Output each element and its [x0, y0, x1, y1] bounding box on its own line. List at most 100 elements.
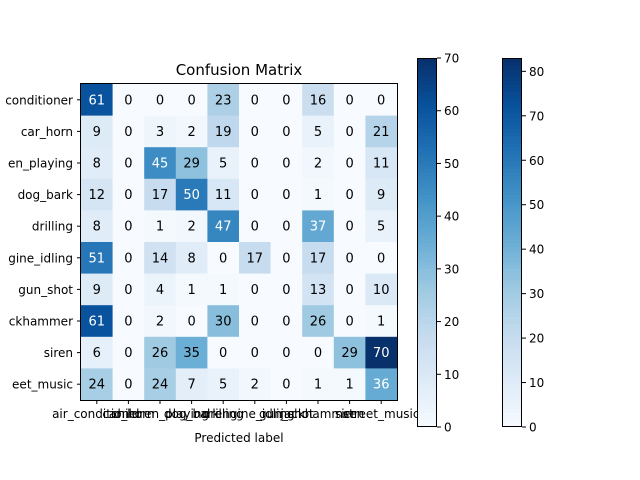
colorbar-gradient-segment — [417, 198, 437, 203]
cell-value-label: 1 — [156, 220, 164, 235]
colorbar-gradient-segment — [502, 242, 522, 247]
colorbar-gradient-segment — [417, 212, 437, 218]
cell-value-label: 0 — [124, 93, 132, 108]
cell-value-label: 13 — [310, 283, 327, 298]
colorbar-gradient-segment — [502, 176, 522, 181]
cell-value-label: 30 — [215, 315, 232, 330]
colorbar-gradient-segment — [502, 397, 522, 402]
cell-value-label: 0 — [282, 251, 290, 266]
cell-value-label: 0 — [345, 188, 353, 203]
colorbar-gradient-segment — [417, 275, 437, 280]
cell-value-label: 0 — [345, 283, 353, 298]
colorbar-gradient-segment — [417, 327, 437, 332]
cell-value-label: 0 — [282, 93, 290, 108]
cell-value-label: 0 — [345, 125, 353, 140]
cell-value-label: 21 — [373, 125, 390, 140]
heatmap-cell — [207, 84, 240, 117]
colorbar-gradient-segment — [417, 249, 437, 255]
cell-value-label: 47 — [215, 220, 232, 235]
colorbar-gradient-segment — [417, 316, 437, 321]
heatmap-cell — [270, 147, 303, 180]
x-tick-label: dog_bark — [164, 407, 219, 421]
y-tick-label: gine_idling — [8, 251, 73, 265]
colorbar-gradient-segment — [502, 187, 522, 192]
cell-value-label: 0 — [124, 220, 132, 235]
heatmap-cell — [175, 115, 208, 148]
cell-value-label: 0 — [377, 93, 385, 108]
cell-value-label: 36 — [373, 378, 390, 393]
colorbar-gradient-segment — [502, 220, 522, 225]
cell-value-label: 0 — [156, 93, 164, 108]
colorbar-gradient-segment — [502, 142, 522, 148]
colorbar-gradient-segment — [502, 286, 522, 292]
cell-value-label: 1 — [345, 378, 353, 393]
y-axis-ticks: conditioner car_horn en_playing dog_barkdri… — [5, 93, 81, 392]
colorbar-gradient-segment — [502, 364, 522, 369]
cell-value-label: 0 — [124, 157, 132, 172]
colorbar-gradient-segment — [502, 345, 522, 351]
cell-value-label: 2 — [314, 157, 322, 172]
colorbar-gradient-segment — [502, 165, 522, 170]
colorbar-tick-label: 60 — [444, 104, 459, 118]
colorbar-tick-label: 40 — [529, 243, 544, 257]
cell-value-label: 2 — [187, 220, 195, 235]
colorbar-gradient-segment — [417, 401, 437, 406]
cell-value-label: 24 — [152, 378, 169, 393]
cell-value-label: 0 — [187, 315, 195, 330]
cell-value-label: 29 — [183, 157, 200, 172]
y-tick-label: car_horn — [21, 125, 73, 139]
colorbar-gradient-segment — [502, 246, 522, 251]
cell-value-label: 1 — [314, 188, 322, 203]
heatmap-cell — [365, 368, 398, 401]
heatmap-cell — [239, 84, 272, 117]
colorbar-gradient-segment — [502, 253, 522, 258]
colorbar-gradient-segment — [502, 113, 522, 118]
colorbar-gradient-segment — [502, 319, 522, 325]
heatmap-cell — [302, 210, 335, 243]
colorbar-gradient-segment — [417, 297, 437, 303]
colorbar-gradient-segment — [417, 91, 437, 96]
colorbar-gradient-segment — [502, 205, 522, 210]
colorbar-gradient-segment — [502, 331, 522, 336]
colorbar-gradient-segment — [502, 419, 522, 424]
cell-value-label: 1 — [219, 283, 227, 298]
heatmap-cell — [175, 368, 208, 401]
colorbar-gradient-segment — [502, 238, 522, 244]
colorbars: 0 10 20 30 40 50 60 70 0 10 20 30 40 50 60 70 80 — [417, 52, 544, 435]
colorbar-tick-label: 10 — [444, 368, 459, 382]
heatmap-cell — [239, 368, 272, 401]
heatmap-cell — [239, 178, 272, 211]
cell-value-label: 11 — [373, 157, 390, 172]
heatmap-cell — [175, 147, 208, 180]
colorbar-gradient-segment — [502, 401, 522, 406]
colorbar-gradient-segment — [502, 212, 522, 218]
heatmap-cell — [144, 242, 177, 275]
heatmap-cell — [333, 273, 366, 306]
heatmap-cell — [112, 242, 145, 275]
cell-value-label: 0 — [282, 315, 290, 330]
heatmap-cell — [365, 273, 398, 306]
colorbar-gradient-segment — [417, 139, 437, 144]
colorbar-gradient-segment — [502, 146, 522, 151]
colorbar-gradient-segment — [502, 272, 522, 277]
x-axis-ticks: air_conditionercar_hornchildren_playingd… — [52, 400, 419, 421]
cell-value-label: 8 — [187, 251, 195, 266]
y-tick-label: dog_bark — [18, 188, 73, 202]
colorbar-gradient-segment — [502, 327, 522, 332]
heatmap-cell — [239, 115, 272, 148]
y-tick-label: siren — [44, 346, 73, 360]
colorbar-gradient-segment — [417, 419, 437, 424]
cell-value-label: 0 — [345, 220, 353, 235]
colorbar-gradient-segment — [502, 353, 522, 358]
cell-value-label: 0 — [345, 251, 353, 266]
y-tick-label: en_playing — [8, 157, 73, 171]
colorbar-gradient-segment — [502, 153, 522, 159]
colorbar-gradient-segment — [417, 83, 437, 89]
heatmap-cell — [112, 273, 145, 306]
cell-value-label: 14 — [152, 251, 169, 266]
cell-value-label: 0 — [219, 251, 227, 266]
colorbar-gradient-segment — [502, 390, 522, 395]
heatmap-cell — [144, 305, 177, 338]
cell-value-label: 2 — [156, 315, 164, 330]
heatmap-cell — [144, 84, 177, 117]
